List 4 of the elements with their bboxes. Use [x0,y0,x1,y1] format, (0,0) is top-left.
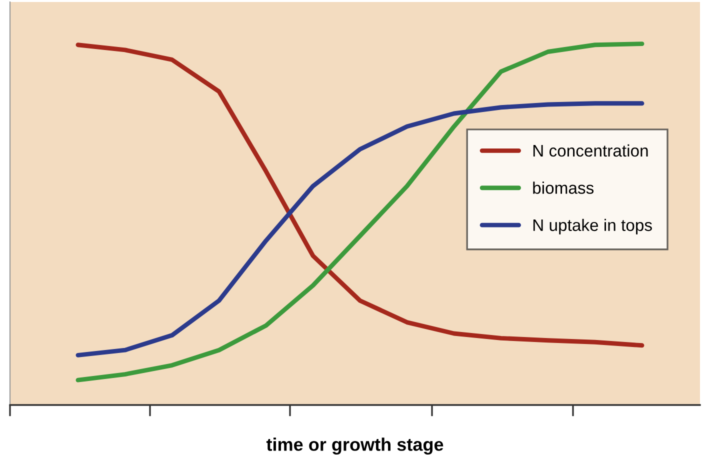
legend-label: N concentration [533,144,648,157]
legend-label: biomass [533,182,594,194]
x-axis-title: time or growth stage [266,438,444,455]
legend-label: N uptake in tops [533,218,652,234]
